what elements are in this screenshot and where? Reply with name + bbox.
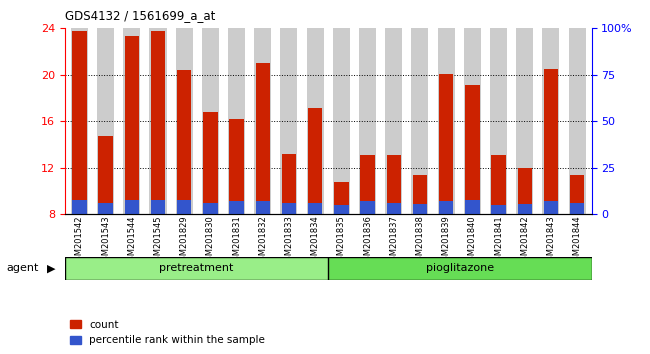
Bar: [281, 154, 296, 214]
Legend: count, percentile rank within the sample: count, percentile rank within the sample: [70, 320, 265, 345]
Bar: [281, 202, 296, 214]
Bar: [151, 31, 165, 214]
Bar: [334, 205, 348, 214]
Bar: [177, 200, 191, 214]
Text: GDS4132 / 1561699_a_at: GDS4132 / 1561699_a_at: [65, 9, 215, 22]
Text: ▶: ▶: [47, 263, 55, 273]
Bar: [491, 155, 506, 214]
Bar: [98, 202, 113, 214]
Bar: [177, 70, 191, 214]
Bar: [517, 204, 532, 214]
Bar: [72, 200, 86, 214]
Bar: [569, 28, 586, 214]
Bar: [437, 28, 454, 214]
Bar: [308, 108, 322, 214]
Text: pioglitazone: pioglitazone: [426, 263, 494, 273]
Bar: [413, 204, 427, 214]
Bar: [97, 28, 114, 214]
Bar: [307, 28, 324, 214]
Bar: [150, 28, 166, 214]
Bar: [439, 201, 453, 214]
Bar: [465, 200, 480, 214]
Bar: [328, 257, 592, 280]
Bar: [71, 28, 88, 214]
Bar: [255, 63, 270, 214]
Text: pretreatment: pretreatment: [159, 263, 234, 273]
Bar: [334, 182, 348, 214]
Bar: [359, 28, 376, 214]
Bar: [439, 74, 453, 214]
Bar: [411, 28, 428, 214]
Bar: [202, 28, 219, 214]
Bar: [570, 175, 584, 214]
Bar: [203, 202, 218, 214]
Bar: [543, 201, 558, 214]
Bar: [308, 202, 322, 214]
Bar: [254, 28, 271, 214]
Bar: [465, 85, 480, 214]
Bar: [542, 28, 560, 214]
Bar: [516, 28, 533, 214]
Bar: [65, 257, 328, 280]
Bar: [360, 201, 375, 214]
Bar: [333, 28, 350, 214]
Bar: [98, 136, 113, 214]
Bar: [176, 28, 192, 214]
Bar: [360, 155, 375, 214]
Bar: [517, 168, 532, 214]
Bar: [387, 202, 401, 214]
Bar: [491, 205, 506, 214]
Bar: [203, 112, 218, 214]
Bar: [413, 175, 427, 214]
Bar: [72, 31, 86, 214]
Bar: [228, 28, 245, 214]
Bar: [464, 28, 481, 214]
Bar: [229, 119, 244, 214]
Bar: [385, 28, 402, 214]
Bar: [125, 200, 139, 214]
Bar: [229, 201, 244, 214]
Bar: [255, 201, 270, 214]
Bar: [570, 202, 584, 214]
Bar: [387, 155, 401, 214]
Bar: [280, 28, 298, 214]
Bar: [151, 200, 165, 214]
Bar: [543, 69, 558, 214]
Bar: [124, 28, 140, 214]
Text: agent: agent: [6, 263, 39, 273]
Bar: [490, 28, 507, 214]
Bar: [125, 36, 139, 214]
